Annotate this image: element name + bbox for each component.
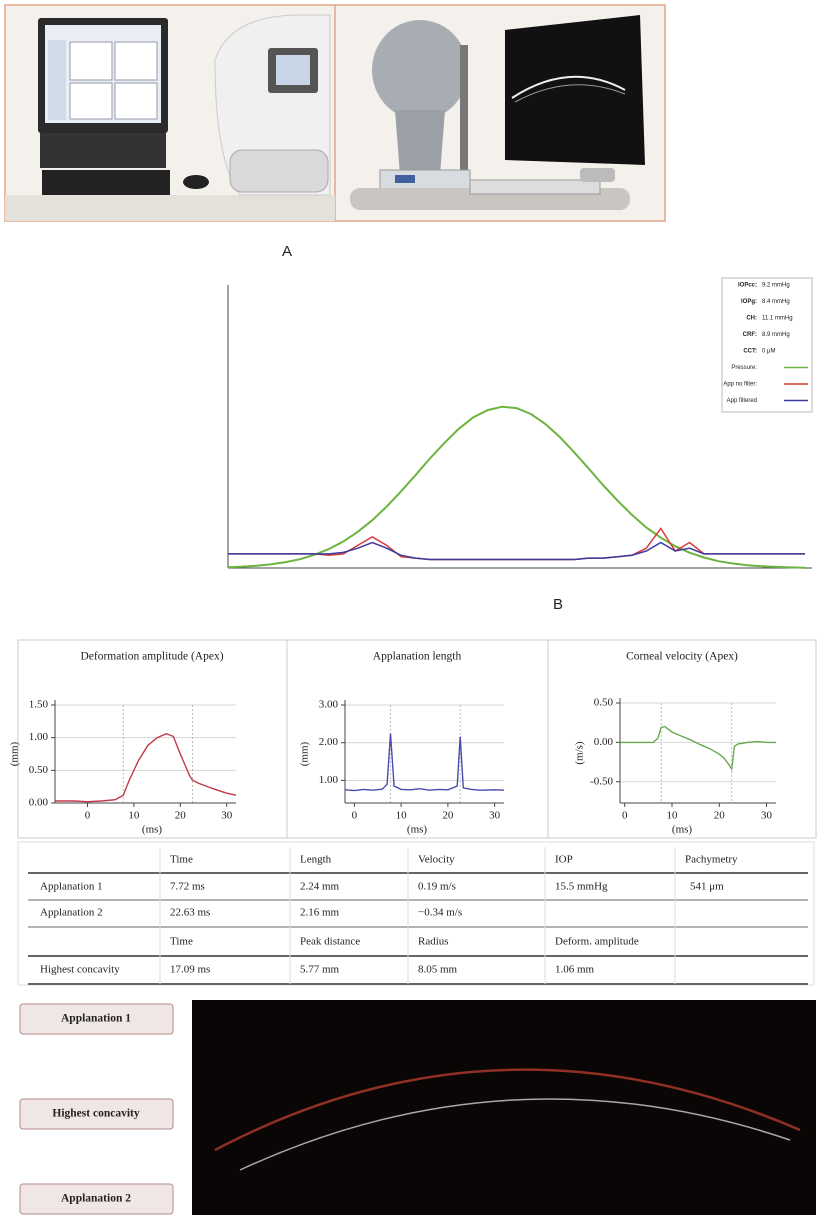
table-cell: 2.16 mm xyxy=(300,907,340,919)
table-header: Peak distance xyxy=(300,936,360,948)
button-box xyxy=(19,1183,174,1215)
table-header: Deform. amplitude xyxy=(555,936,639,948)
chart-frames xyxy=(17,639,817,839)
legend-stat-label: IOPg: xyxy=(741,299,757,305)
x-tick-label: 20 xyxy=(175,810,187,822)
panel-label: A xyxy=(282,243,292,260)
legend-stat-label: IOPcc: xyxy=(738,283,757,289)
button: Highest concavity xyxy=(19,1098,174,1130)
chart-title: Deformation amplitude (Apex) xyxy=(80,651,223,663)
x-tick-label: 0 xyxy=(352,810,358,822)
legend-stat-value: 0 μM xyxy=(762,349,775,355)
x-axis-label: (ms) xyxy=(142,824,163,836)
series-line xyxy=(620,725,776,772)
panel-label: B xyxy=(553,596,563,613)
y-tick-label: 0.50 xyxy=(594,697,614,709)
table-cell: 0.19 m/s xyxy=(418,881,456,893)
series-line xyxy=(228,541,805,561)
table-header: Velocity xyxy=(418,854,455,866)
y-tick-label: -0.50 xyxy=(590,775,613,787)
button: Applanation 1 xyxy=(19,1003,174,1035)
legend-stat-value: 8.9 mmHg xyxy=(762,332,790,338)
y-tick-label: 1.00 xyxy=(29,731,49,743)
legend-stat-value: 9.2 mmHg xyxy=(762,283,790,289)
table-frame xyxy=(17,841,815,986)
photo-panel xyxy=(4,4,666,222)
legend-stat-label: CH: xyxy=(746,316,757,322)
y-tick-label: 3.00 xyxy=(319,699,339,711)
legend-stat-label: CCT: xyxy=(743,349,757,355)
x-tick-label: 10 xyxy=(396,810,408,822)
x-tick-label: 20 xyxy=(442,810,454,822)
y-axis-label: (mm) xyxy=(299,741,311,766)
table-cell: 5.77 mm xyxy=(300,964,340,976)
x-tick-label: 0 xyxy=(622,810,628,822)
table-cell: 2.24 mm xyxy=(300,881,340,893)
x-tick-label: 20 xyxy=(714,810,726,822)
button-label: Highest concavity xyxy=(52,1108,139,1120)
button-label: Applanation 1 xyxy=(61,1013,131,1025)
table-cell: 15.5 mmHg xyxy=(555,881,608,893)
table-header: Time xyxy=(170,936,193,948)
row-label: Highest concavity xyxy=(40,964,120,976)
x-tick-label: 30 xyxy=(221,810,233,822)
series-line xyxy=(55,732,237,803)
button-box xyxy=(19,1003,174,1035)
y-axis-label: (mm) xyxy=(9,741,21,766)
x-tick-label: 30 xyxy=(761,810,773,822)
table-header: Pachymetry xyxy=(685,854,738,866)
y-tick-label: 0.50 xyxy=(29,764,49,776)
x-tick-label: 30 xyxy=(489,810,501,822)
legend-stat-value: 11.1 mmHg xyxy=(762,316,793,322)
y-tick-label: 0.00 xyxy=(594,736,614,748)
table-cell: 22.63 ms xyxy=(170,907,210,919)
chart-title: Applanation length xyxy=(373,651,462,663)
table-cell: 541 μm xyxy=(690,881,724,893)
legend-label: Pressure: xyxy=(731,365,757,371)
table-cell: −0.34 m/s xyxy=(418,907,462,919)
chart-title: Corneal velocity (Apex) xyxy=(626,651,738,663)
table-cell: 17.09 ms xyxy=(170,964,210,976)
legend-stat-label: CRF: xyxy=(743,332,757,338)
table-cell: 1.06 mm xyxy=(555,964,595,976)
table-cell: 7.72 ms xyxy=(170,881,205,893)
series-line xyxy=(344,733,505,792)
y-tick-label: 2.00 xyxy=(319,736,339,748)
y-tick-label: 1.50 xyxy=(29,699,49,711)
row-label: Applanation 2 xyxy=(40,907,103,919)
x-tick-label: 10 xyxy=(128,810,140,822)
series-line xyxy=(227,405,806,569)
button-box xyxy=(19,1098,174,1130)
table-header: Time xyxy=(170,854,193,866)
scheimpflug-image xyxy=(192,1000,816,1215)
legend-label: App no filter: xyxy=(723,382,757,388)
x-tick-label: 0 xyxy=(85,810,91,822)
button-label: Applanation 2 xyxy=(61,1193,131,1205)
button: Applanation 2 xyxy=(19,1183,174,1215)
legend xyxy=(721,277,813,413)
y-tick-label: 1.00 xyxy=(319,774,339,786)
y-tick-label: 0.00 xyxy=(29,797,49,809)
row-label: Applanation 1 xyxy=(40,881,103,893)
table-cell: 8.05 mm xyxy=(418,964,458,976)
x-tick-label: 10 xyxy=(667,810,679,822)
y-axis-label: (m/s) xyxy=(574,741,586,765)
table-header: Radius xyxy=(418,936,449,948)
legend-label: App filtered xyxy=(727,398,757,404)
table-header: Length xyxy=(300,854,332,866)
table-header: IOP xyxy=(555,854,573,866)
legend-stat-value: 8.4 mmHg xyxy=(762,299,790,305)
x-axis-label: (ms) xyxy=(407,824,428,836)
x-axis-label: (ms) xyxy=(672,824,693,836)
